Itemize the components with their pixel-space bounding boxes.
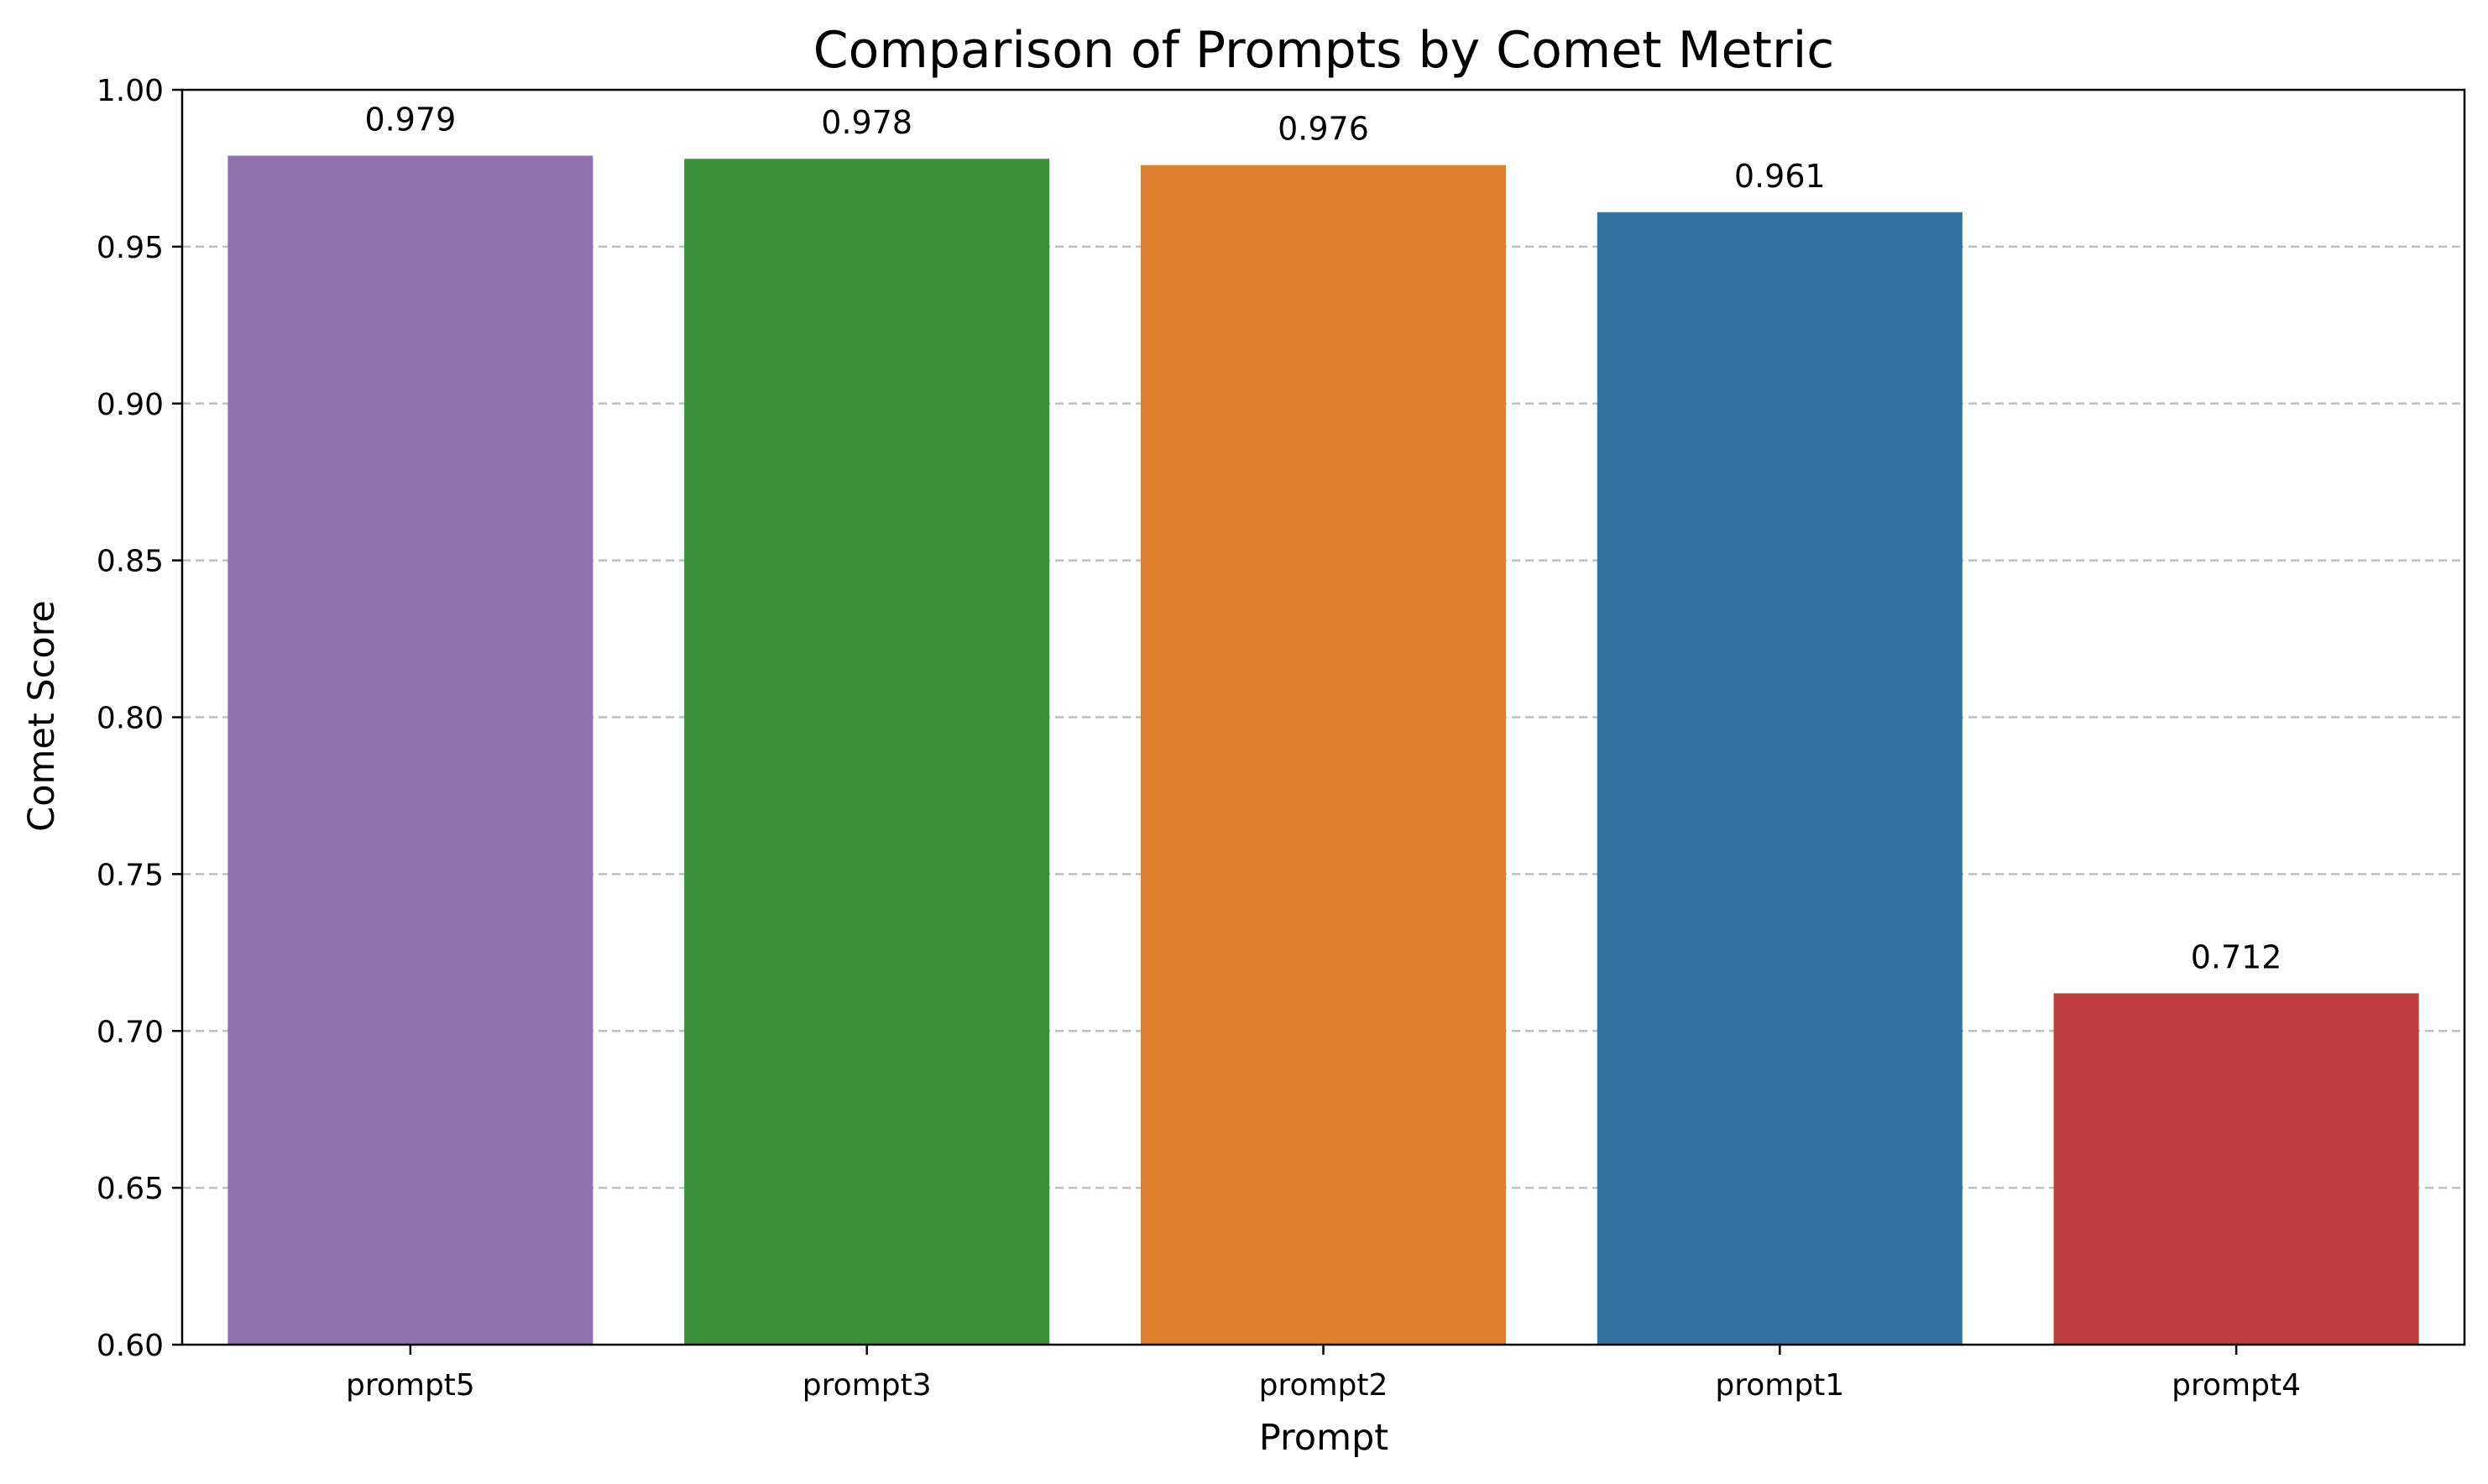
plot-frame [180, 88, 2466, 1346]
y-tick-label: 0.80 [97, 702, 164, 736]
axes: prompt5 prompt3 prompt2 prompt1 prompt4 0.60 0… [97, 74, 2466, 1403]
x-tick-label-prompt1: prompt1 [1715, 1368, 1844, 1403]
bars [227, 155, 2419, 1346]
y-tick-label: 0.85 [97, 545, 164, 579]
y-tick-label: 0.70 [97, 1015, 164, 1049]
y-tick-label: 1.00 [97, 74, 164, 108]
y-tick-label: 0.60 [97, 1329, 164, 1363]
y-axis-label: Comet Score [21, 600, 63, 832]
data-labels: 0.979 0.978 0.976 0.961 0.712 [365, 101, 2282, 975]
bar-prompt1 [1597, 212, 1963, 1346]
y-tick-label: 0.75 [97, 858, 164, 892]
data-label-prompt2: 0.976 [1278, 111, 1369, 148]
x-tick-label-prompt5: prompt5 [346, 1368, 475, 1403]
x-tick-label-prompt3: prompt3 [802, 1368, 932, 1403]
x-tick-label-prompt4: prompt4 [2172, 1368, 2301, 1403]
x-tick-label-prompt2: prompt2 [1259, 1368, 1388, 1403]
bar-prompt5 [227, 155, 593, 1345]
chart-title: Comparison of Prompts by Comet Metric [813, 21, 1835, 80]
y-tick-label: 0.65 [97, 1172, 164, 1206]
bar-prompt4 [2053, 993, 2419, 1345]
bar-prompt3 [684, 159, 1050, 1346]
data-label-prompt4: 0.712 [2191, 938, 2282, 975]
data-label-prompt5: 0.979 [365, 101, 457, 138]
x-axis-label: Prompt [1259, 1417, 1388, 1459]
data-label-prompt1: 0.961 [1734, 158, 1826, 195]
y-tick-label: 0.90 [97, 388, 164, 422]
bar-prompt2 [1140, 165, 1507, 1346]
data-label-prompt3: 0.978 [821, 104, 912, 141]
y-tick-label: 0.95 [97, 231, 164, 265]
